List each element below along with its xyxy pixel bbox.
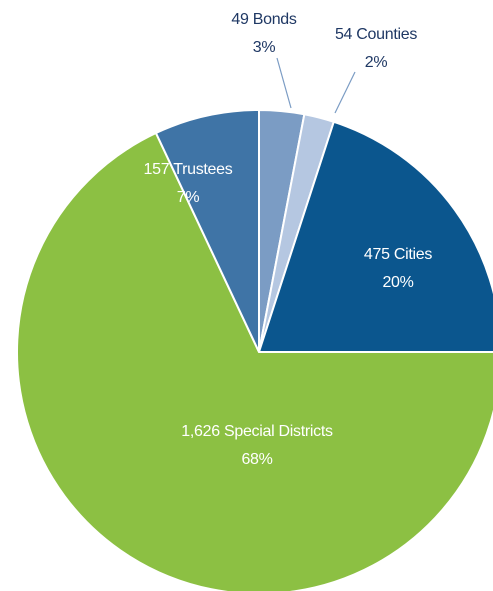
slice-percent: 20%: [382, 274, 413, 291]
slice-percent: 7%: [177, 189, 200, 206]
pie-slice: [257, 120, 493, 353]
slice-label: 475 Cities: [364, 246, 432, 263]
pie-slice: [16, 131, 493, 591]
slice-percent: 2%: [365, 54, 388, 71]
slice-label: 157 Trustees: [144, 161, 233, 178]
slice-label: 49 Bonds: [231, 11, 297, 28]
pie-slice: [154, 108, 260, 353]
slice-percent: 3%: [253, 39, 276, 56]
slice-label: 1,626 Special Districts: [181, 423, 333, 440]
slice-percent: 68%: [241, 451, 272, 468]
slice-label: 54 Counties: [335, 26, 417, 43]
leader-line: [276, 57, 292, 109]
leader-line: [334, 71, 356, 114]
